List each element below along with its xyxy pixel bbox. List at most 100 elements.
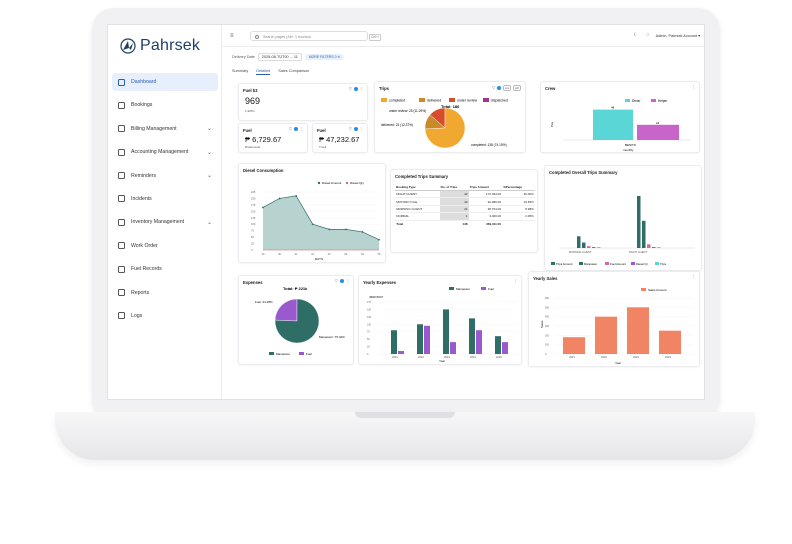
table-cell	[502, 220, 535, 227]
pdf-button[interactable]: pdf	[513, 85, 521, 91]
diesel-point	[344, 228, 347, 231]
bell-icon	[118, 172, 125, 180]
filter-icon[interactable]: ▽	[289, 127, 292, 131]
sidebar-nav: Dashboard Bookings Billing Management ⌄ Acco…	[112, 73, 218, 330]
overall-bar	[657, 247, 661, 248]
yexp-y-tick: 75	[367, 331, 370, 334]
diesel-x-tick: 30	[278, 252, 281, 256]
more-icon[interactable]: ⋮	[345, 279, 349, 283]
yexp-x-tick: 2023	[444, 355, 450, 359]
sidebar-item-label: Dashboard	[131, 79, 157, 85]
sidebar-item-label: Billing Management	[131, 125, 177, 132]
tab-detailed[interactable]: Detailed	[256, 69, 271, 75]
more-icon[interactable]: ⋮	[691, 275, 695, 279]
sidebar-item-logs[interactable]: Logs	[112, 307, 218, 325]
info-icon[interactable]	[353, 87, 358, 91]
legend-fuel: Fuel	[306, 352, 312, 356]
legend-diesel-amount: Diesel Amount	[322, 181, 342, 185]
more-filters-button[interactable]: MORE FILTERS 0 ✕	[304, 54, 345, 60]
sidebar-item-label: Reports	[131, 289, 150, 296]
sidebar-item-reports[interactable]: Reports	[112, 284, 218, 302]
sidebar-item-label: Accounting Management	[131, 149, 189, 156]
overall-bar	[582, 242, 586, 248]
overall-legend-swatch	[579, 262, 583, 265]
chevron-down-icon[interactable]: ⌄	[206, 173, 212, 180]
trips-legend: completed delivered under review dispatc…	[381, 98, 508, 103]
dark-mode-icon[interactable]: ☾	[633, 32, 638, 38]
info-icon[interactable]	[293, 127, 298, 131]
info-icon[interactable]	[339, 279, 344, 283]
table-cell: 16.65%	[502, 197, 535, 206]
log-icon	[118, 312, 125, 320]
chevron-down-icon[interactable]: ⌄	[206, 219, 212, 226]
filter-icon[interactable]: ▽	[335, 279, 338, 283]
more-icon[interactable]: ⋮	[691, 85, 695, 89]
yexp-y-tick: 175	[367, 301, 372, 304]
sidebar-item-reminders[interactable]: Reminders ⌄	[112, 167, 218, 185]
legend-manpower: Manpower	[456, 287, 470, 291]
sidebar-item-incidents[interactable]: Incidents	[112, 190, 218, 208]
sidebar-item-fuel-records[interactable]: Fuel Records	[112, 260, 218, 278]
card-actions: ⋮	[692, 85, 695, 89]
expenses-fuel-label: Fuel: 24.28%	[255, 300, 273, 304]
sidebar-item-work-order[interactable]: Work Order	[112, 237, 218, 255]
sidebar-item-accounting-management[interactable]: Accounting Management ⌄	[112, 143, 218, 161]
trips-card: Trips ▽ csv pdf completed delivered under …	[374, 81, 526, 153]
table-cell: 43	[439, 197, 469, 206]
sidebar-item-label: Fuel Records	[131, 266, 162, 273]
table-header: No. of Trips	[439, 184, 469, 191]
diesel-y-tick: 50	[251, 235, 254, 239]
search-input[interactable]: Search pages (Alt+ /) shortcut Ctrl+/	[250, 31, 381, 41]
menu-icon[interactable]: ≡	[230, 33, 234, 39]
tab-sales-comparison[interactable]: Sales Comparison	[278, 69, 310, 73]
sidebar-item-inventory-management[interactable]: Inventory Management ⌄	[112, 213, 218, 231]
chevron-down-icon[interactable]: ⌄	[206, 149, 212, 156]
overall-chart: MORNING CLIENT NIGHT CLIENT Trips Amount Ma…	[551, 196, 695, 266]
legend-manpower: Manpower	[276, 352, 290, 356]
overall-legend-swatch	[605, 262, 609, 265]
overall-legend-label: Fuel Amount	[610, 262, 626, 266]
trips-chart: completed delivered under review dispatc…	[381, 98, 508, 149]
sidebar-item-label: Work Order	[131, 242, 158, 249]
inventory-icon	[118, 218, 125, 226]
more-icon[interactable]: ⋮	[299, 127, 303, 131]
sidebar-item-billing-management[interactable]: Billing Management ⌄	[112, 120, 218, 138]
diesel-point	[378, 238, 380, 241]
card-title: Completed Overall Trips Summary	[549, 170, 618, 175]
filter-icon[interactable]: ▽	[492, 86, 495, 90]
overall-bar	[577, 236, 581, 248]
legend-under-review: under review	[457, 99, 478, 103]
date-range-input[interactable]: 2025-08-TÜT00 ... 11	[257, 53, 302, 61]
ysales-x-tick: 2023	[633, 355, 639, 359]
csv-button[interactable]: csv	[502, 85, 512, 91]
logo[interactable]: Pahrsek	[120, 37, 200, 55]
diesel-y-tick: 0	[251, 248, 253, 252]
card-actions: ▽ ⋮	[335, 279, 349, 283]
ysales-y-tick: 400	[545, 316, 550, 319]
info-icon[interactable]	[353, 127, 358, 131]
table-cell: NIGHT CLIENT	[395, 190, 440, 199]
fuel-card-b: Fuel ▽ ⋮ ₱ 47,232.67 Truck	[312, 123, 368, 153]
legend-sales: Sales Amount	[648, 288, 667, 292]
chevron-down-icon[interactable]: ⌄	[206, 126, 212, 133]
more-icon[interactable]: ⋮	[359, 127, 363, 131]
brand-name: Pahrsek	[140, 37, 201, 54]
expenses-total: Total: ₱ 221k	[283, 286, 308, 291]
table-cell: 2.05%	[502, 212, 535, 221]
info-icon[interactable]	[496, 86, 501, 90]
sidebar-item-bookings[interactable]: Bookings	[112, 96, 218, 114]
ysales-x-tick: 2022	[601, 355, 607, 359]
yexp-bar	[391, 330, 397, 354]
more-icon[interactable]: ⋮	[359, 87, 363, 91]
sidebar-item-dashboard[interactable]: Dashboard	[112, 73, 218, 91]
user-menu[interactable]: Admin, Pahrsek Account ▾	[655, 34, 700, 38]
more-icon[interactable]: ⋮	[513, 279, 517, 283]
filter-icon[interactable]: ▽	[349, 127, 352, 131]
trips-slice-completed	[424, 107, 466, 149]
tab-summary[interactable]: Summary	[232, 69, 249, 73]
users-icon	[118, 242, 125, 250]
filter-label: Delivery Date	[232, 55, 255, 59]
filter-icon[interactable]: ▽	[349, 87, 352, 91]
crew-xlabel: monthly	[623, 148, 634, 152]
bell-icon[interactable]: ♢	[645, 32, 650, 38]
